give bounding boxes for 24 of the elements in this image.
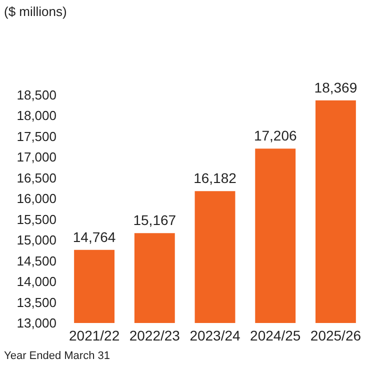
- data-label: 15,167: [133, 212, 176, 228]
- y-tick-label: 16,000: [16, 191, 56, 206]
- y-tick-label: 15,500: [16, 212, 56, 227]
- data-label: 14,764: [72, 228, 116, 245]
- x-tick-label: 2023/24: [190, 328, 241, 344]
- y-tick-label: 17,000: [16, 150, 56, 165]
- y-tick-label: 15,000: [16, 232, 56, 248]
- data-label: 18,369: [314, 79, 358, 96]
- y-tick-label: 17,500: [16, 128, 56, 144]
- y-tick-label: 13,500: [16, 294, 56, 310]
- y-tick-label: 18,500: [16, 88, 56, 102]
- x-tick-label: 2022/23: [129, 328, 180, 344]
- data-label: 16,182: [194, 170, 237, 186]
- x-tick-label: 2025/26: [310, 328, 362, 344]
- text: ($ millions): [4, 4, 67, 19]
- x-tick-label: 2024/25: [250, 328, 301, 344]
- y-tick-label: 14,000: [16, 274, 56, 290]
- y-tick-label: 18,000: [16, 108, 56, 124]
- y-tick-label: 13,000: [16, 316, 56, 330]
- y-tick-label: 16,500: [16, 170, 56, 186]
- text: Year Ended March 31: [4, 350, 110, 362]
- y-tick-label: 14,500: [16, 253, 56, 268]
- x-tick-label: 2021/22: [68, 328, 120, 344]
- data-label: 17,206: [254, 128, 297, 144]
